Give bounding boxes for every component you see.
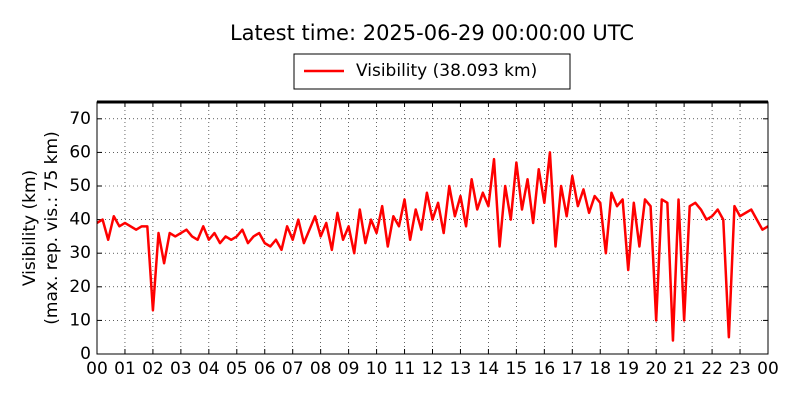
chart-title: Latest time: 2025-06-29 00:00:00 UTC — [230, 21, 634, 45]
y-tick-label: 40 — [69, 210, 91, 230]
x-tick-label: 17 — [561, 359, 583, 379]
x-tick-label: 03 — [170, 359, 192, 379]
x-tick-label: 23 — [729, 359, 751, 379]
y-axis-label: Visibility (km) — [20, 170, 40, 286]
x-tick-label: 01 — [114, 359, 136, 379]
y-tick-label: 0 — [80, 344, 91, 364]
x-tick-label: 05 — [226, 359, 248, 379]
x-tick-label: 18 — [589, 359, 611, 379]
x-tick-label: 21 — [673, 359, 695, 379]
y-tick-label: 60 — [69, 142, 91, 162]
x-tick-label: 09 — [338, 359, 360, 379]
x-tick-label: 08 — [310, 359, 332, 379]
x-tick-label: 00 — [86, 359, 108, 379]
y-tick-label: 70 — [69, 109, 91, 129]
y-axis-label: (max. rep. vis.: 75 km) — [42, 131, 62, 324]
x-tick-label: 16 — [534, 359, 556, 379]
y-tick-label: 20 — [69, 277, 91, 297]
y-tick-label: 50 — [69, 176, 91, 196]
x-tick-label: 02 — [142, 359, 164, 379]
x-tick-label: 14 — [478, 359, 500, 379]
x-tick-label: 00 — [757, 359, 779, 379]
x-tick-label: 20 — [645, 359, 667, 379]
y-tick-label: 10 — [69, 310, 91, 330]
x-tick-label: 13 — [450, 359, 472, 379]
x-tick-label: 11 — [394, 359, 416, 379]
x-tick-label: 07 — [282, 359, 304, 379]
x-tick-label: 15 — [506, 359, 528, 379]
y-tick-label: 30 — [69, 243, 91, 263]
x-tick-label: 04 — [198, 359, 220, 379]
x-tick-label: 12 — [422, 359, 444, 379]
x-tick-label: 19 — [617, 359, 639, 379]
x-tick-label: 06 — [254, 359, 276, 379]
x-tick-label: 22 — [701, 359, 723, 379]
legend-label: Visibility (38.093 km) — [356, 61, 537, 81]
x-tick-label: 10 — [366, 359, 388, 379]
data-line — [96, 151, 769, 342]
